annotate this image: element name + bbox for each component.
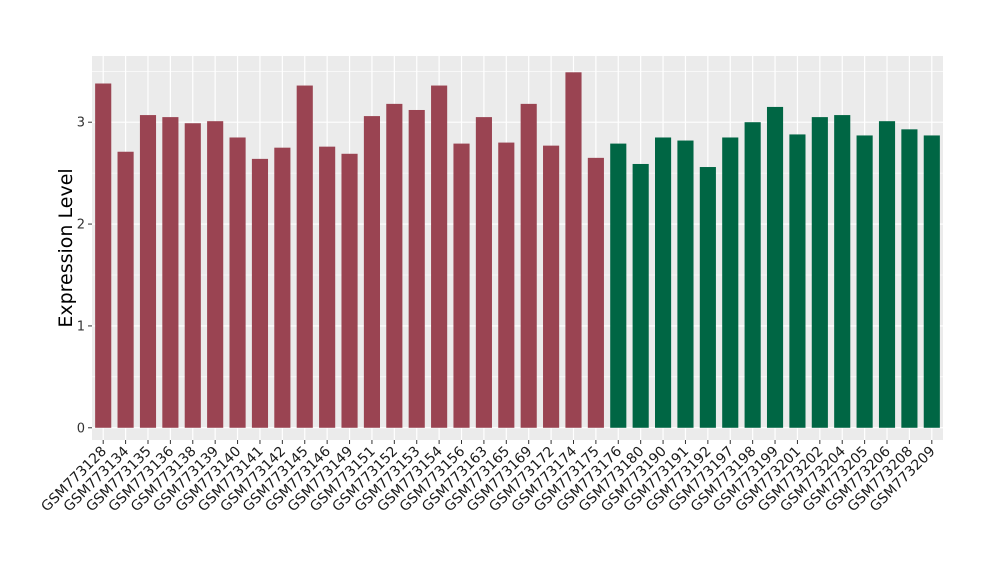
bars — [95, 72, 940, 428]
bar-GSM773199 — [766, 106, 784, 428]
bar-GSM773154 — [431, 85, 448, 428]
bar-GSM773174 — [565, 72, 582, 428]
bar-GSM773172 — [543, 145, 560, 428]
bar-GSM773201 — [789, 134, 806, 428]
bar-GSM773153 — [408, 109, 425, 428]
bar-GSM773209 — [923, 135, 940, 428]
bar-GSM773134 — [117, 151, 134, 428]
y-tick-label: 2 — [77, 218, 85, 233]
bar-GSM773152 — [386, 103, 403, 428]
bar-GSM773151 — [363, 116, 380, 428]
bar-GSM773135 — [139, 115, 157, 428]
bar-GSM773163 — [475, 117, 492, 428]
bar-GSM773138 — [184, 123, 201, 428]
bar-GSM773205 — [856, 135, 873, 428]
bar-GSM773197 — [722, 137, 739, 428]
bar-GSM773169 — [520, 103, 537, 428]
bar-GSM773139 — [207, 121, 224, 428]
x-axis: GSM773128GSM773134GSM773135GSM773136GSM7… — [38, 440, 939, 515]
bar-GSM773146 — [319, 146, 336, 428]
bar-GSM773208 — [901, 129, 918, 428]
bar-GSM773206 — [878, 121, 896, 428]
bar-GSM773149 — [341, 153, 358, 428]
bar-GSM773191 — [677, 140, 694, 428]
bar-GSM773142 — [274, 147, 291, 428]
y-axis: 0 1 2 3 — [77, 116, 92, 436]
bar-GSM773140 — [229, 137, 246, 428]
bar-GSM773136 — [162, 117, 179, 428]
y-tick-label: 0 — [77, 421, 85, 436]
y-tick-label: 3 — [77, 116, 85, 131]
bar-GSM773204 — [834, 115, 851, 428]
bar-GSM773175 — [587, 157, 604, 428]
bar-GSM773141 — [251, 158, 269, 428]
bar-GSM773176 — [610, 143, 627, 428]
bar-GSM773192 — [699, 167, 716, 428]
bar-GSM773180 — [632, 163, 649, 428]
y-axis-title: Expression Level — [55, 168, 77, 327]
bar-GSM773145 — [296, 85, 313, 428]
bar-GSM773165 — [498, 142, 515, 428]
bar-GSM773128 — [95, 83, 112, 428]
bar-GSM773202 — [811, 117, 828, 428]
y-tick-label: 1 — [77, 319, 85, 334]
bar-GSM773198 — [744, 122, 761, 428]
bar-GSM773190 — [655, 137, 672, 428]
bar-GSM773156 — [453, 143, 470, 428]
